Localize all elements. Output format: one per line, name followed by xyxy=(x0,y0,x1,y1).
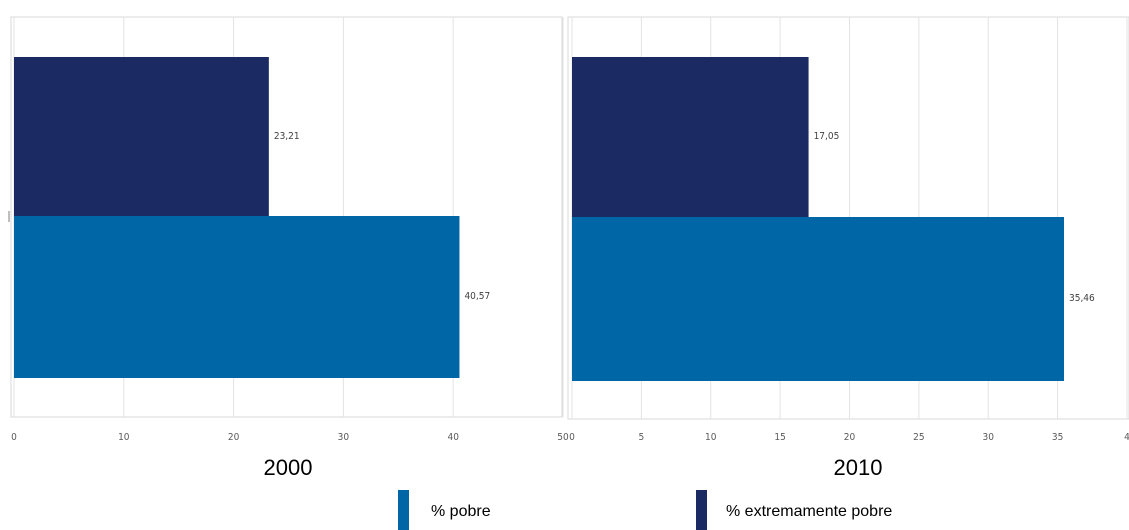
x-tick-label: 30 xyxy=(338,432,350,443)
x-tick-label: 4 xyxy=(1124,432,1129,443)
bar-extremamente-pobre xyxy=(14,57,269,216)
plot-frame xyxy=(567,16,1129,420)
chart-title: 2000 xyxy=(264,455,313,480)
plot-frame xyxy=(10,16,563,418)
x-tick-label: 10 xyxy=(705,432,717,443)
x-tick-label: 0 xyxy=(569,432,575,443)
x-tick-label: 50 xyxy=(557,432,569,443)
data-label: 17,05 xyxy=(814,131,840,142)
bar-pobre xyxy=(572,217,1065,381)
x-tick-label: 35 xyxy=(1052,432,1063,443)
x-tick-label: 15 xyxy=(774,432,785,443)
x-tick-label: 20 xyxy=(844,432,856,443)
x-tick-label: 40 xyxy=(447,432,459,443)
legend-label-pobre: % pobre xyxy=(431,503,491,520)
chart-2010: 0 5 10 15 20 25 30 35 4 17,05 35,46 2010 xyxy=(567,16,1129,480)
x-tick-label: 10 xyxy=(118,432,130,443)
x-tick-label: 5 xyxy=(639,432,645,443)
x-tick-label: 30 xyxy=(983,432,995,443)
x-tick-label: 20 xyxy=(228,432,240,443)
chart-title: 2010 xyxy=(834,455,883,480)
data-label: 35,46 xyxy=(1069,293,1095,304)
bar-pobre xyxy=(14,216,460,378)
x-tick-label: 25 xyxy=(913,432,924,443)
data-label: 40,57 xyxy=(464,291,490,302)
chart-2000: 0 10 20 30 40 50 23,21 40,57 2000 xyxy=(8,16,569,480)
legend-swatch-pobre xyxy=(398,490,409,530)
legend-label-extremamente-pobre: % extremamente pobre xyxy=(726,503,892,520)
legend-swatch-extremamente-pobre xyxy=(696,490,707,530)
bar-extremamente-pobre xyxy=(572,57,809,217)
data-label: 23,21 xyxy=(274,131,300,142)
x-tick-label: 0 xyxy=(11,432,17,443)
legend: % pobre % extremamente pobre xyxy=(398,490,892,530)
